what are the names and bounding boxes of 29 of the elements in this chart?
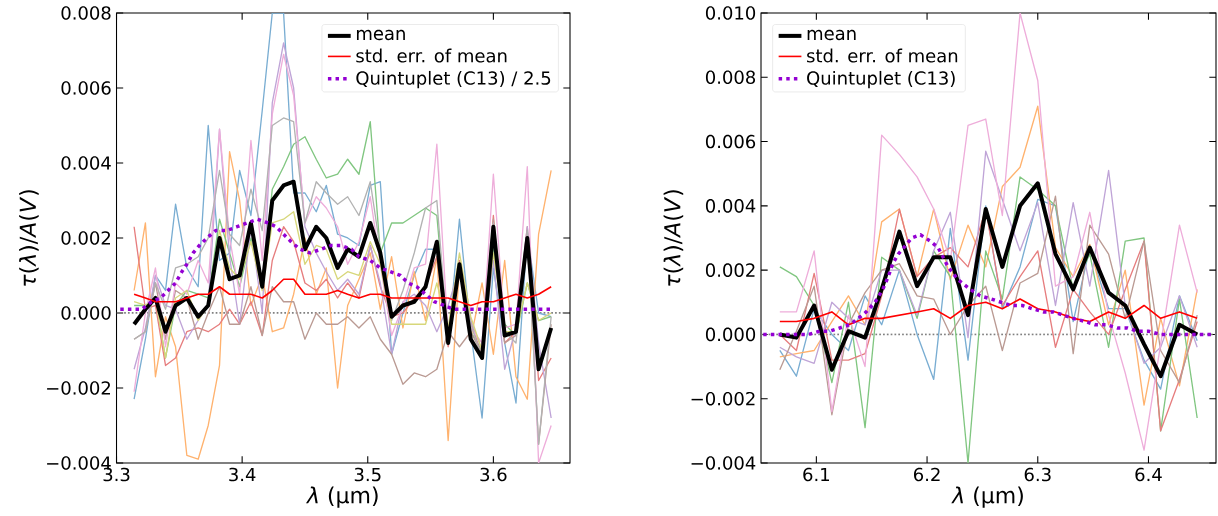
legend-label: mean bbox=[356, 29, 405, 41]
x-tick-label: 6.2 bbox=[914, 467, 940, 482]
y-tick-label: −0.004 bbox=[691, 456, 756, 470]
x-tick-label: 3.4 bbox=[229, 467, 256, 482]
y-tick-label: 0.006 bbox=[61, 81, 111, 95]
x-tick-label: 6.3 bbox=[1024, 467, 1051, 482]
y-tick-label: 0.010 bbox=[705, 6, 756, 20]
x-tick-label: 3.6 bbox=[480, 467, 507, 482]
y-tick-label: 0.004 bbox=[61, 156, 111, 170]
x-axis-title: λ (μm) bbox=[951, 486, 1023, 508]
x-tick-label: 3.5 bbox=[354, 467, 381, 482]
x-tick-label: 6.4 bbox=[1135, 467, 1162, 482]
legend-label: Quintuplet (C13) / 2.5 bbox=[356, 70, 551, 89]
y-tick-label: 0.008 bbox=[705, 70, 756, 85]
x-tick-label: 6.1 bbox=[803, 467, 829, 482]
y-tick-label: −0.002 bbox=[47, 381, 110, 395]
x-axis-title: λ (μm) bbox=[305, 486, 378, 508]
y-tick-label: 0.000 bbox=[61, 306, 111, 320]
y-tick-label: 0.008 bbox=[61, 6, 111, 20]
y-tick-label: −0.002 bbox=[691, 391, 755, 406]
y-tick-label: 0.002 bbox=[61, 231, 110, 245]
y-tick-label: 0.006 bbox=[705, 134, 756, 149]
y-tick-label: 0.004 bbox=[705, 199, 756, 213]
legend-label: Quintuplet (C13) bbox=[807, 70, 955, 89]
y-tick-label: 0.000 bbox=[705, 327, 756, 342]
y-tick-label: 0.002 bbox=[705, 263, 755, 277]
legend-label: mean bbox=[807, 29, 856, 41]
legend-label: std. err. of mean bbox=[807, 48, 958, 63]
legend-label: std. err. of mean bbox=[356, 48, 507, 63]
